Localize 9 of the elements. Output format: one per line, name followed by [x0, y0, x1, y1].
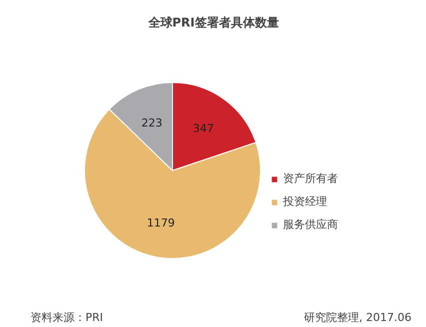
- data-label: 347: [192, 122, 214, 136]
- chart-title: 全球PRI签署者具体数量: [147, 16, 279, 30]
- data-label: 223: [141, 116, 162, 130]
- legend-label: 投资经理: [283, 194, 327, 209]
- data-label: 1179: [146, 216, 175, 230]
- text: 资料来源：PRI: [30, 311, 104, 324]
- legend-label: 资产所有者: [283, 171, 338, 186]
- legend-label: 服务供应商: [283, 217, 338, 232]
- text: 研究院整理, 2017.06: [304, 311, 412, 324]
